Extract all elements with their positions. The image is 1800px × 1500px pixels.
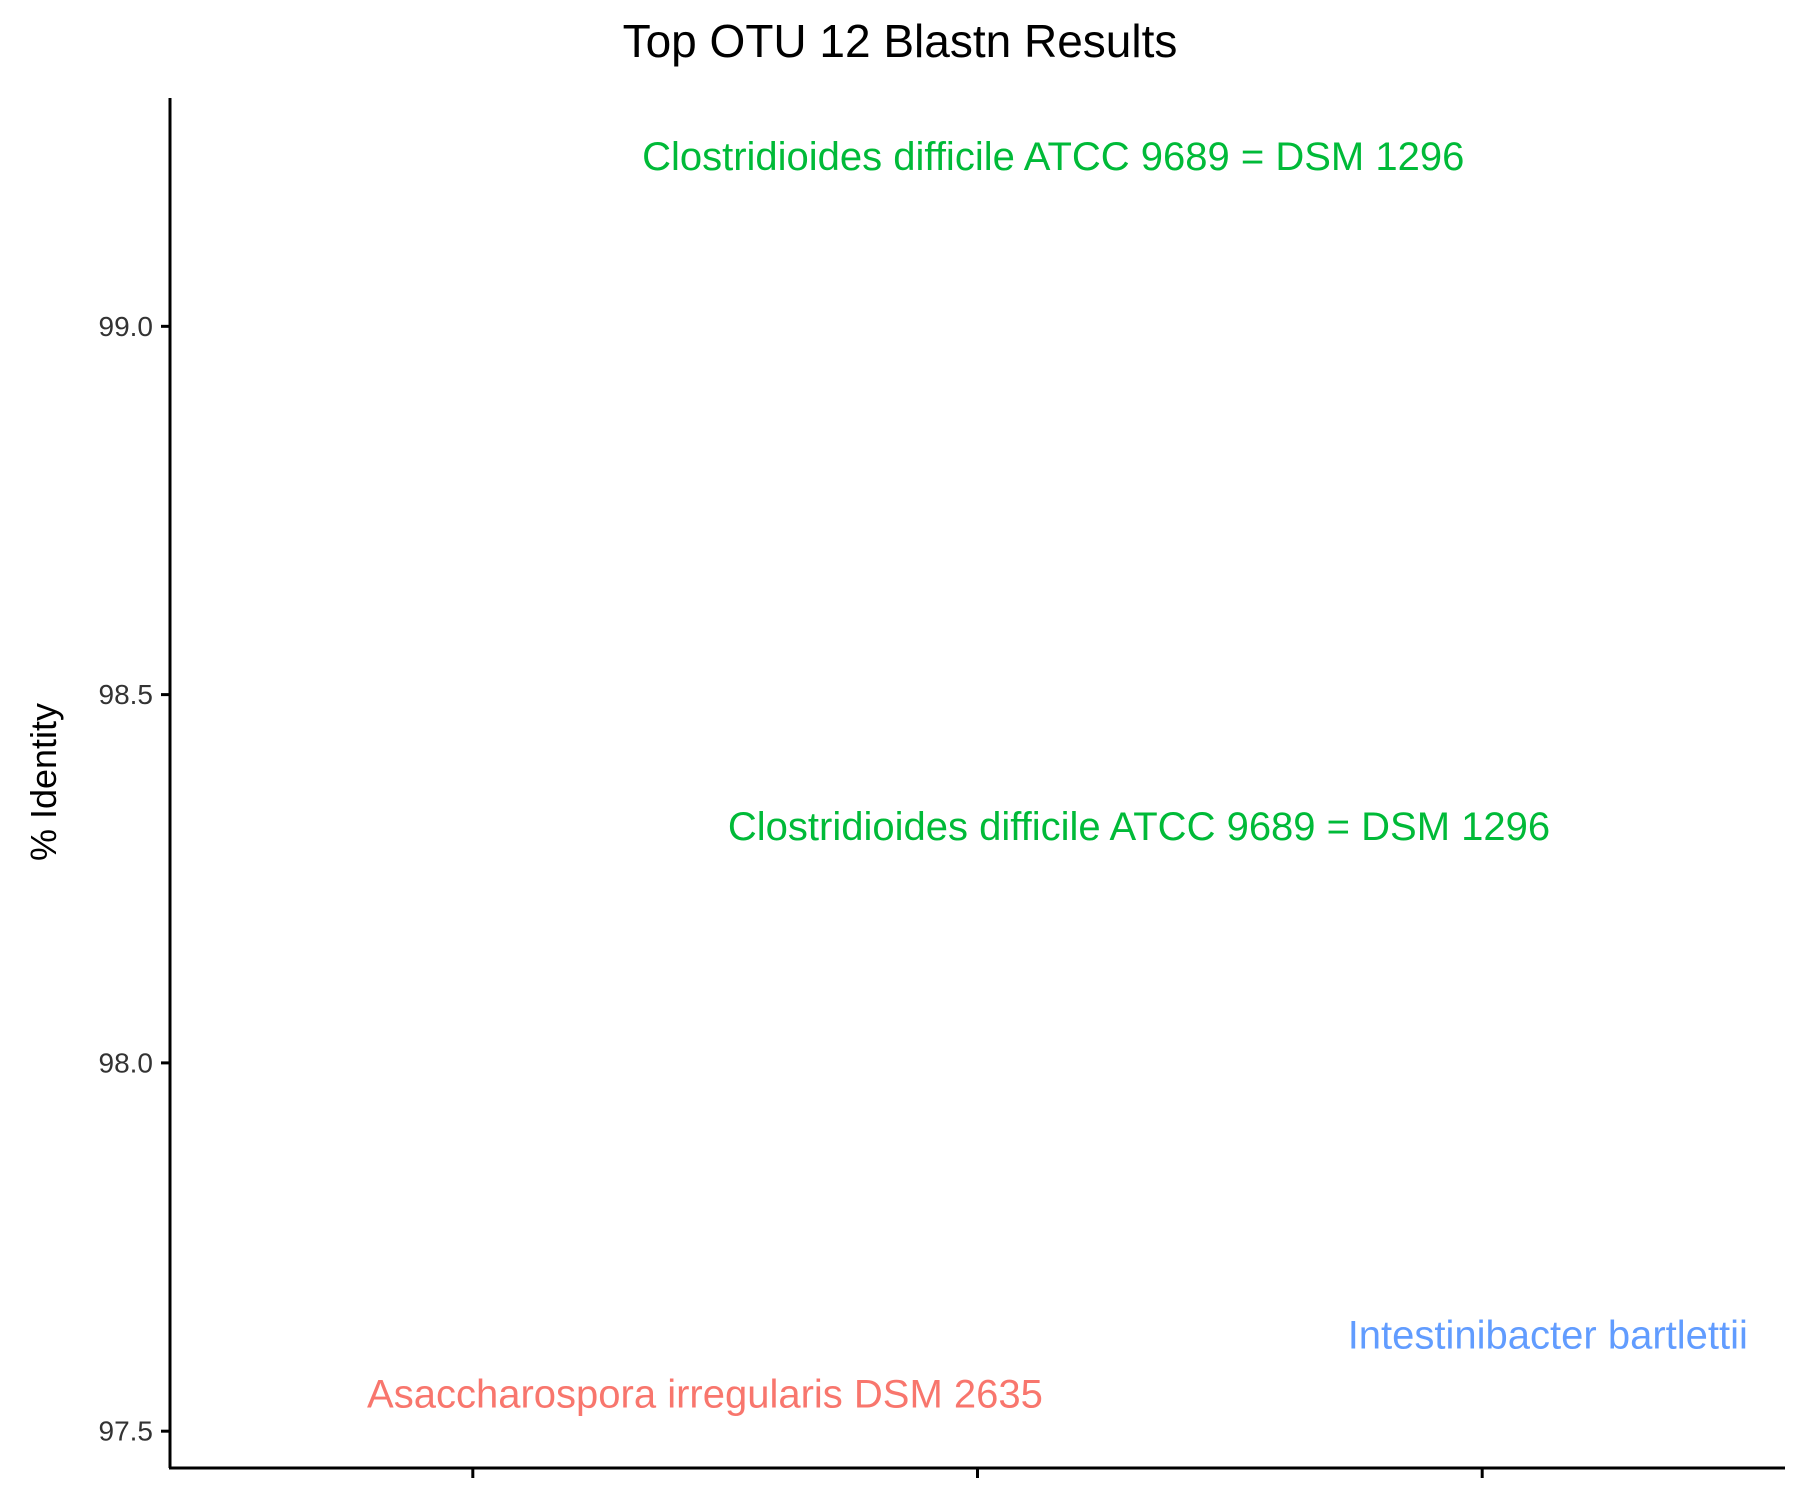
chart-title: Top OTU 12 Blastn Results [622,15,1178,67]
point-label: Intestinibacter bartlettii [1348,1313,1748,1357]
y-tick-label: 98.0 [99,1047,154,1078]
point-labels: Clostridioides difficile ATCC 9689 = DSM… [367,135,1748,1416]
point-label: Clostridioides difficile ATCC 9689 = DSM… [728,805,1550,849]
y-tick-label: 97.5 [99,1416,154,1447]
x-ticks [471,1468,1484,1478]
point-label: Asaccharospora irregularis DSM 2635 [367,1372,1043,1416]
point-label: Clostridioides difficile ATCC 9689 = DSM… [642,135,1464,179]
y-tick-label: 98.5 [99,679,154,710]
y-tick-label: 99.0 [99,311,154,342]
y-ticks: 97.5 98.0 98.5 99.0 [99,311,170,1447]
